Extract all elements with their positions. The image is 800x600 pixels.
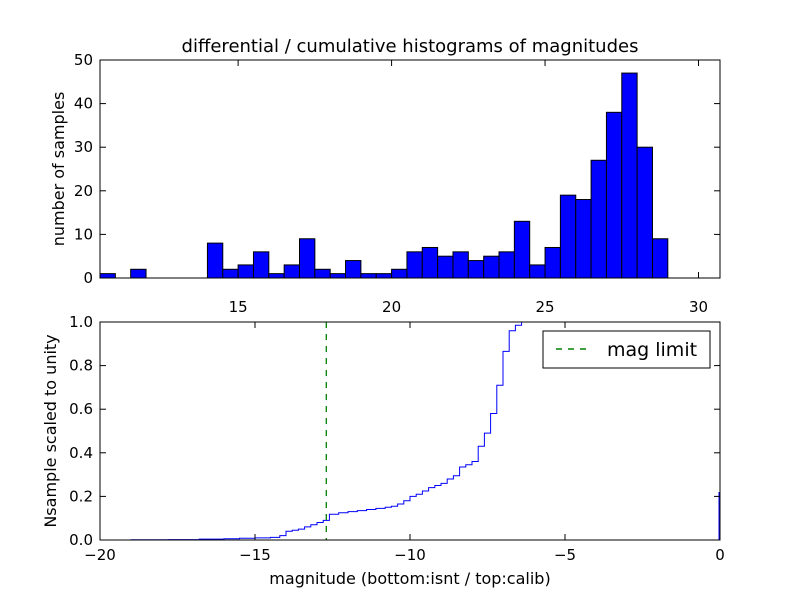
- y-tick-label: 0.6: [69, 400, 93, 418]
- y-tick-label: 0.0: [69, 531, 93, 549]
- histogram-bar: [437, 255, 454, 279]
- y-tick-label: 20: [74, 182, 93, 200]
- histogram-bar: [99, 273, 116, 279]
- histogram-bar: [590, 159, 607, 279]
- top-y-axis-label: number of samples: [49, 92, 68, 247]
- bottom-panel: 0.0 0.2 0.4 0.6 0.8 1.0 −20 −15 −10 −5 0 magnitude…: [41, 313, 725, 588]
- cumulative-lines: [100, 321, 720, 541]
- histogram-bar: [452, 251, 469, 279]
- x-tick-label: −10: [394, 546, 426, 564]
- histogram-bar: [651, 238, 669, 279]
- legend-label-mag-limit: mag limit: [607, 339, 697, 361]
- cumulative-step-line: [100, 321, 528, 541]
- y-tick-label: 0.2: [69, 487, 93, 505]
- histogram-bar: [544, 246, 561, 279]
- top-panel: differential / cumulative histograms of …: [49, 36, 721, 316]
- histogram-bar: [345, 260, 362, 279]
- histogram-bars: [99, 72, 669, 279]
- histogram-bar: [268, 273, 285, 279]
- x-tick-label: 30: [689, 298, 708, 316]
- histogram-bar: [360, 273, 377, 279]
- bottom-axis-ticks: 0.0 0.2 0.4 0.6 0.8 1.0 −20 −15 −10 −5 0: [69, 313, 725, 564]
- histogram-bar: [421, 246, 439, 279]
- y-tick-label: 50: [74, 51, 93, 69]
- histogram-bar: [130, 268, 147, 279]
- y-tick-label: 0.4: [69, 444, 93, 462]
- histogram-bar: [406, 251, 423, 279]
- y-tick-label: 0: [83, 269, 93, 287]
- histogram-bar: [575, 199, 592, 279]
- histogram-bar: [391, 268, 408, 279]
- histogram-bar: [498, 251, 515, 279]
- histogram-bar: [206, 242, 224, 279]
- x-tick-label: −20: [84, 546, 116, 564]
- histogram-bar: [375, 273, 393, 279]
- y-tick-label: 10: [74, 225, 93, 243]
- top-axis-ticks: 0 10 20 30 40 50 15 20 25 30: [74, 51, 720, 316]
- y-tick-label: 40: [74, 95, 93, 113]
- x-tick-label: −5: [554, 546, 576, 564]
- y-tick-label: 30: [74, 138, 93, 156]
- histogram-bar: [252, 251, 270, 279]
- chart-title: differential / cumulative histograms of …: [182, 36, 639, 57]
- histogram-bar: [329, 273, 347, 279]
- histogram-bar: [483, 255, 500, 279]
- histogram-bar: [621, 72, 638, 279]
- bottom-y-axis-label: Nsample scaled to unity: [41, 334, 60, 527]
- histogram-bar: [529, 264, 546, 279]
- x-tick-label: −15: [239, 546, 271, 564]
- histogram-bar: [283, 264, 301, 279]
- x-tick-label: 20: [382, 298, 401, 316]
- x-tick-label: 0: [715, 546, 725, 564]
- x-tick-label: 15: [229, 298, 248, 316]
- histogram-bar: [222, 268, 239, 279]
- histogram-bar: [237, 264, 254, 279]
- histogram-bar: [559, 194, 577, 279]
- legend: mag limit: [542, 330, 711, 369]
- histogram-bar: [636, 146, 653, 279]
- bottom-x-axis-label: magnitude (bottom:isnt / top:calib): [269, 569, 550, 588]
- histogram-bar: [513, 220, 531, 279]
- top-plot-frame: [99, 59, 721, 279]
- x-tick-label: 25: [536, 298, 555, 316]
- histogram-bar: [314, 268, 331, 279]
- histogram-bar: [467, 260, 485, 279]
- histogram-bar: [299, 238, 316, 279]
- histogram-bar: [605, 111, 623, 279]
- y-tick-label: 1.0: [69, 313, 93, 331]
- y-tick-label: 0.8: [69, 357, 93, 375]
